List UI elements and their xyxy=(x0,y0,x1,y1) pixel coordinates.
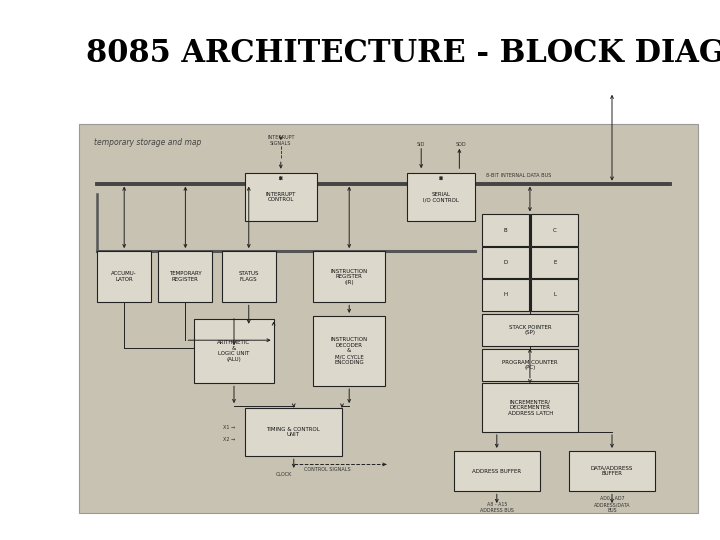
Bar xyxy=(407,173,475,221)
Bar xyxy=(79,124,698,513)
Text: SOD: SOD xyxy=(456,142,466,147)
Bar xyxy=(158,251,212,302)
Bar xyxy=(482,247,529,278)
Bar xyxy=(531,214,578,246)
Text: L: L xyxy=(553,292,557,298)
Text: STATUS
FLAGS: STATUS FLAGS xyxy=(238,272,259,282)
Text: ACCUMU-
LATOR: ACCUMU- LATOR xyxy=(112,272,137,282)
Bar xyxy=(313,251,385,302)
Bar xyxy=(482,214,529,246)
Text: C: C xyxy=(553,227,557,233)
Text: CLOCK: CLOCK xyxy=(276,472,292,477)
Text: E: E xyxy=(553,260,557,265)
Bar xyxy=(569,451,655,491)
Text: SERIAL
I/O CONTROL: SERIAL I/O CONTROL xyxy=(423,192,459,202)
Text: INTERRUPT
SIGNALS: INTERRUPT SIGNALS xyxy=(267,135,294,146)
Text: 8-BIT INTERNAL DATA BUS: 8-BIT INTERNAL DATA BUS xyxy=(486,173,551,178)
Text: ADDRESS BUFFER: ADDRESS BUFFER xyxy=(472,469,521,474)
Text: TIMING & CONTROL
UNIT: TIMING & CONTROL UNIT xyxy=(266,427,320,437)
Bar xyxy=(313,316,385,386)
Bar xyxy=(482,314,578,346)
Text: temporary storage and map: temporary storage and map xyxy=(94,138,201,147)
Text: STACK POINTER
(SP): STACK POINTER (SP) xyxy=(509,325,552,335)
Text: SID: SID xyxy=(417,142,426,147)
Text: INCREMENTER/
DECREMENTER
ADDRESS LATCH: INCREMENTER/ DECREMENTER ADDRESS LATCH xyxy=(508,400,553,416)
Text: B: B xyxy=(504,227,508,233)
Bar xyxy=(222,251,276,302)
Text: DATA/ADDRESS
BUFFER: DATA/ADDRESS BUFFER xyxy=(591,466,633,476)
Text: H: H xyxy=(504,292,508,298)
Bar xyxy=(482,279,529,310)
Text: 8085 ARCHITECTURE - BLOCK DIAGRAM: 8085 ARCHITECTURE - BLOCK DIAGRAM xyxy=(86,38,720,69)
Text: CONTROL SIGNALS: CONTROL SIGNALS xyxy=(305,467,351,472)
Text: D: D xyxy=(504,260,508,265)
Text: TEMPORARY
REGISTER: TEMPORARY REGISTER xyxy=(169,272,202,282)
Bar xyxy=(194,319,274,383)
Bar xyxy=(531,279,578,310)
Bar xyxy=(531,247,578,278)
Text: PROGRAM COUNTER
(PC): PROGRAM COUNTER (PC) xyxy=(503,360,558,370)
Text: INTERRUPT
CONTROL: INTERRUPT CONTROL xyxy=(266,192,296,202)
Text: ARITHMETIC
&
LOGIC UNIT
(ALU): ARITHMETIC & LOGIC UNIT (ALU) xyxy=(217,340,251,362)
Bar xyxy=(482,383,578,432)
Text: A8 - A15
ADDRESS BUS: A8 - A15 ADDRESS BUS xyxy=(480,502,514,513)
Bar xyxy=(245,173,317,221)
Bar xyxy=(454,451,540,491)
Text: X2 →: X2 → xyxy=(223,436,235,442)
Text: AD0 - AD7
ADDRESS/DATA
BUS: AD0 - AD7 ADDRESS/DATA BUS xyxy=(594,496,630,513)
Text: INSTRUCTION
DECODER
&
M/C CYCLE
ENCODING: INSTRUCTION DECODER & M/C CYCLE ENCODING xyxy=(330,338,368,364)
Text: X1 →: X1 → xyxy=(223,425,235,430)
Bar xyxy=(245,408,342,456)
Bar xyxy=(97,251,151,302)
Bar xyxy=(482,349,578,381)
Text: INSTRUCTION
REGISTER
(IR): INSTRUCTION REGISTER (IR) xyxy=(330,268,368,285)
